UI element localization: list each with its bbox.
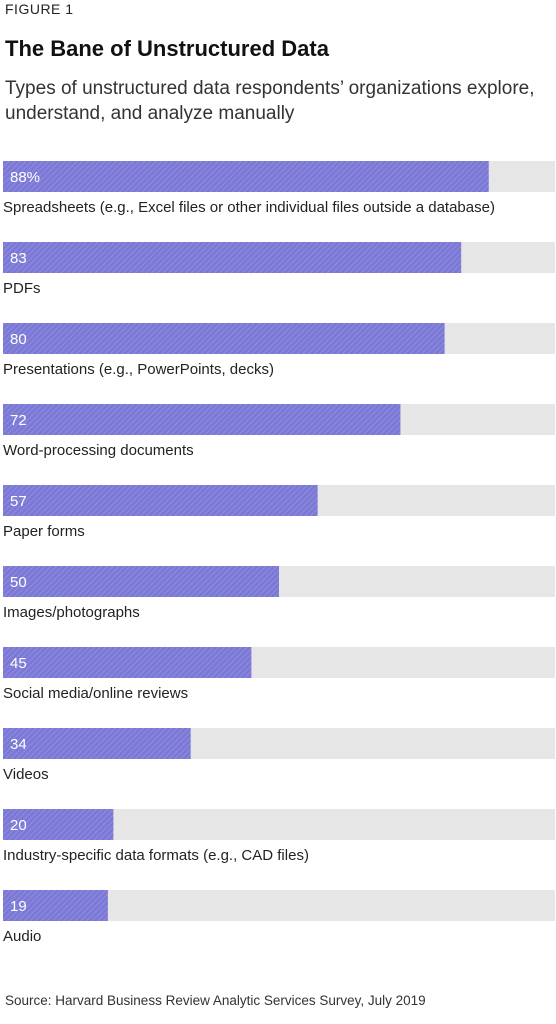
source-note: Source: Harvard Business Review Analytic… (5, 993, 426, 1008)
category-label: Word-processing documents (3, 442, 194, 459)
category-label: Images/photographs (3, 604, 140, 621)
bar (3, 566, 279, 597)
bar (3, 809, 114, 840)
bar (3, 890, 108, 921)
chart-title: The Bane of Unstructured Data (5, 36, 329, 61)
bar-value-label: 20 (10, 817, 27, 834)
category-label: Social media/online reviews (3, 685, 188, 702)
bar-value-label: 88% (10, 169, 40, 186)
category-label: Paper forms (3, 523, 85, 540)
category-label: Presentations (e.g., PowerPoints, decks) (3, 361, 274, 378)
figure-label: FIGURE 1 (5, 1, 74, 17)
chart-subtitle: Types of unstructured data respondents’ … (5, 78, 535, 124)
bar (3, 485, 318, 516)
bar-value-label: 80 (10, 331, 27, 348)
bar-value-label: 50 (10, 574, 27, 591)
bar (3, 728, 191, 759)
category-label: Spreadsheets (e.g., Excel files or other… (3, 199, 495, 216)
bar (3, 404, 401, 435)
bar-value-label: 57 (10, 493, 27, 510)
bar-value-label: 83 (10, 250, 27, 267)
bar (3, 161, 489, 192)
bar (3, 242, 462, 273)
bar-value-label: 19 (10, 898, 27, 915)
category-label: Audio (3, 928, 41, 945)
bar (3, 647, 252, 678)
bar (3, 323, 445, 354)
bar-value-label: 34 (10, 736, 27, 753)
category-label: Industry-specific data formats (e.g., CA… (3, 847, 309, 864)
category-label: Videos (3, 766, 49, 783)
bar-value-label: 72 (10, 412, 27, 429)
category-label: PDFs (3, 280, 41, 297)
bar-value-label: 45 (10, 655, 27, 672)
